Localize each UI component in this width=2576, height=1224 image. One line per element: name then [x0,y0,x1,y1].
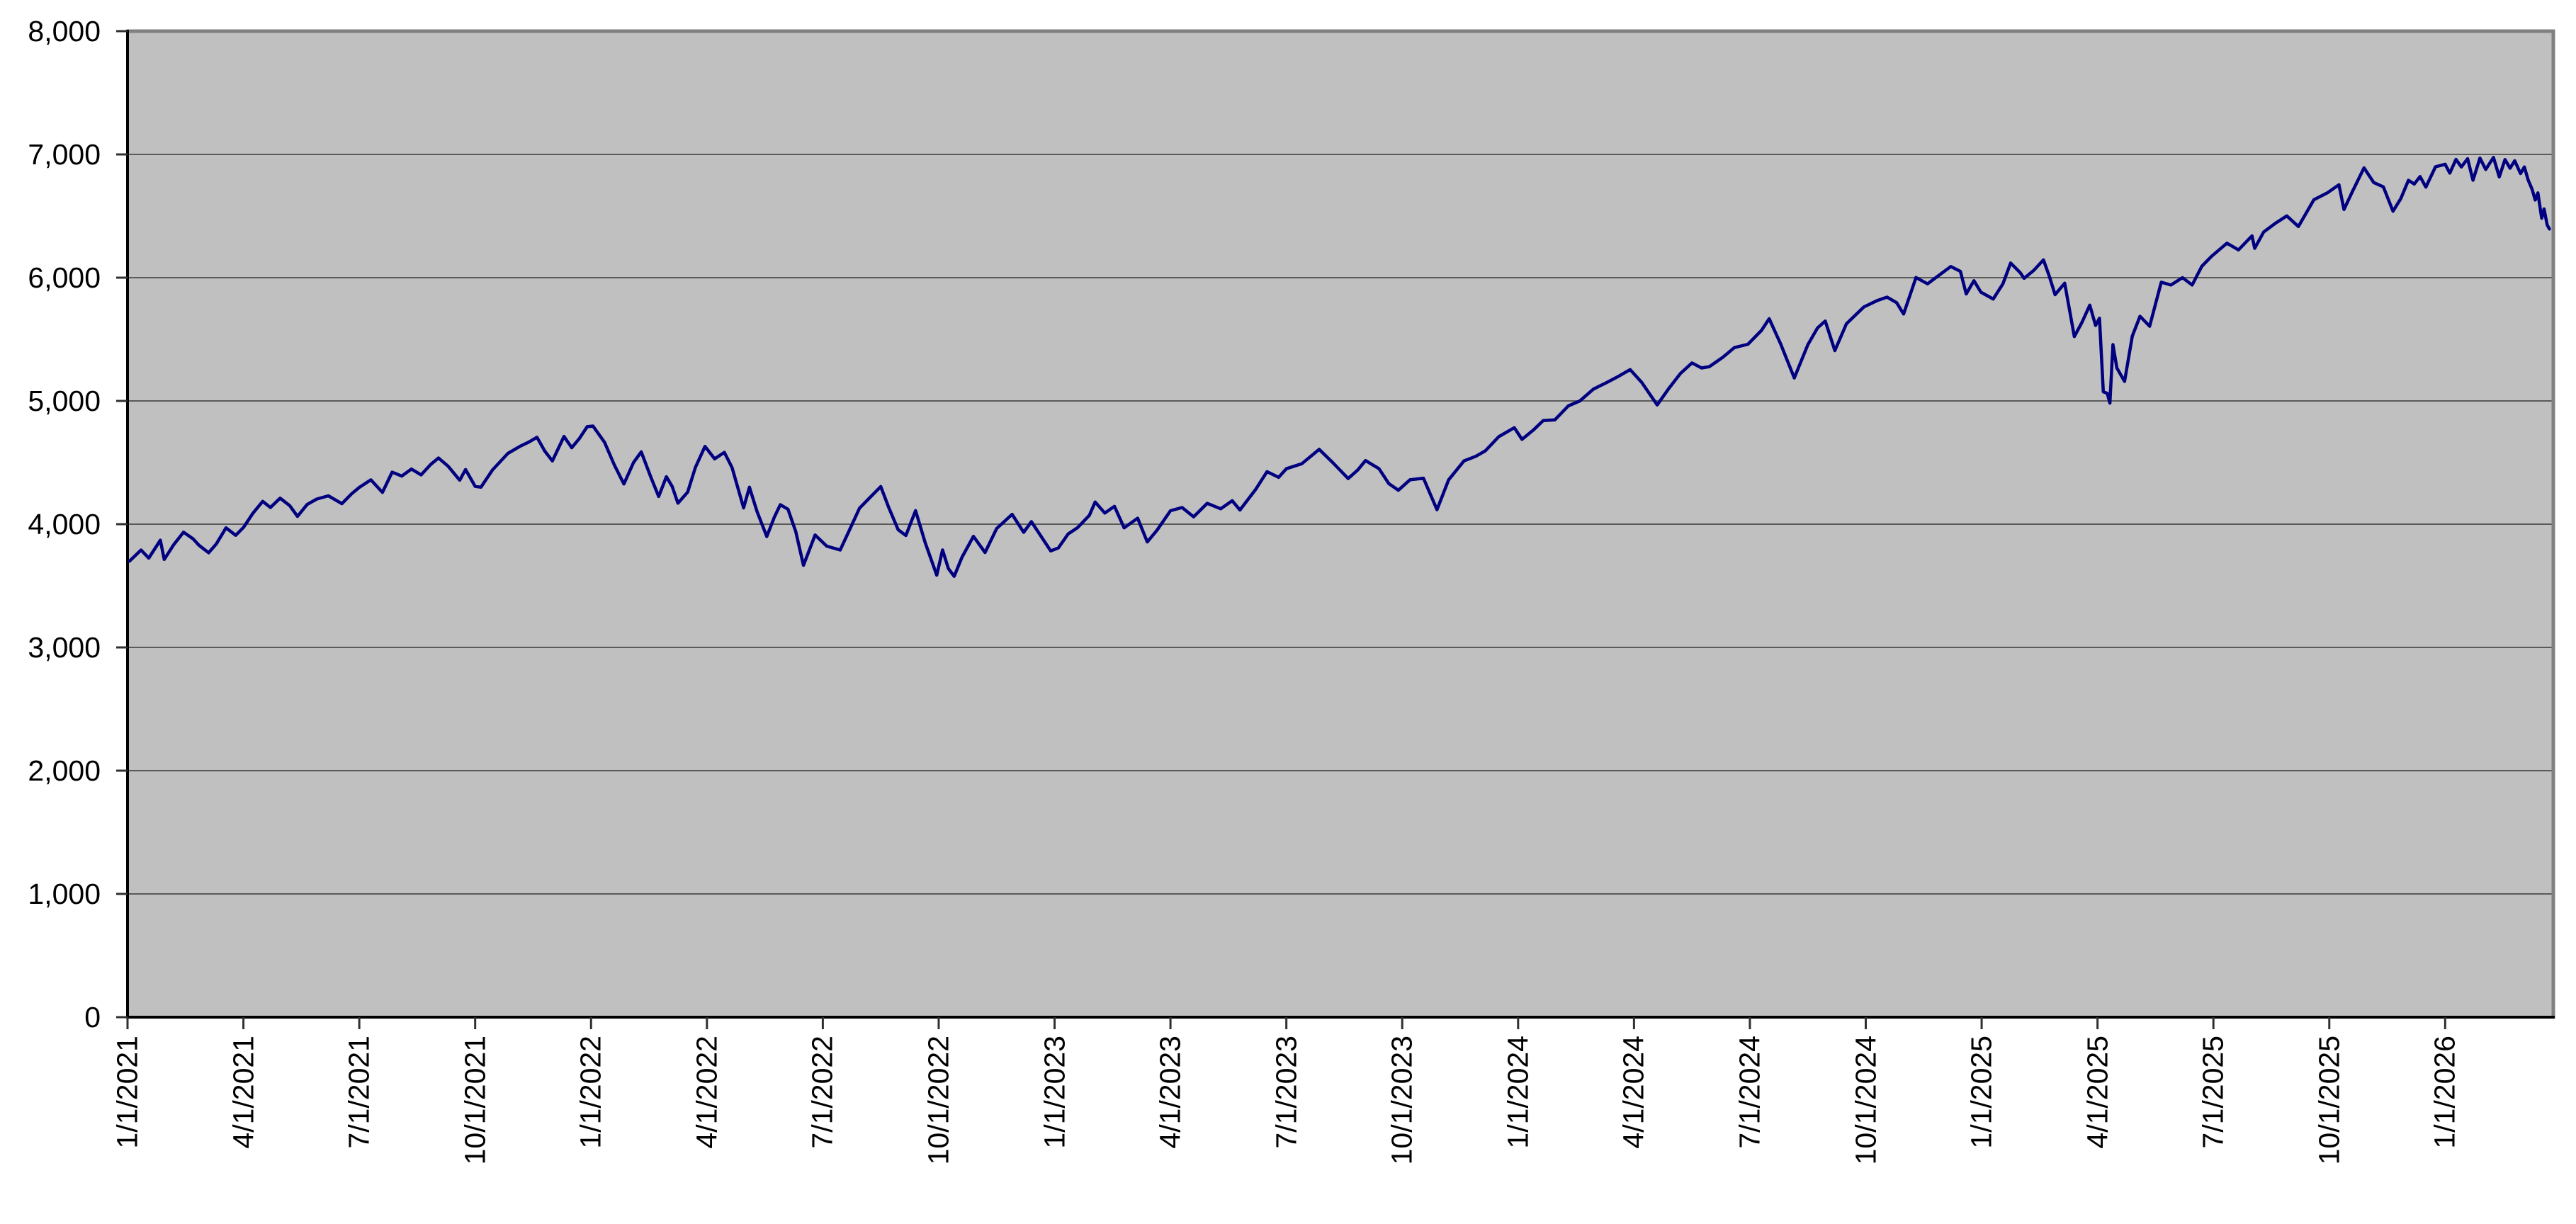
x-axis-label: 4/1/2022 [690,1036,723,1149]
x-axis-label: 4/1/2023 [1153,1036,1187,1149]
y-axis-label: 4,000 [28,508,101,540]
y-axis-label: 1,000 [28,878,101,910]
x-axis-label: 7/1/2025 [2196,1036,2230,1149]
x-axis-label: 1/1/2025 [1965,1036,1998,1149]
x-axis-label: 1/1/2023 [1038,1036,1071,1149]
x-axis-label: 1/1/2021 [111,1036,144,1149]
x-axis-label: 7/1/2024 [1733,1036,1766,1149]
x-axis-label: 10/1/2023 [1385,1036,1418,1165]
x-axis-label: 10/1/2021 [458,1036,492,1165]
x-axis-label: 4/1/2025 [2081,1036,2114,1149]
y-axis-label: 6,000 [28,261,101,294]
x-axis-label: 10/1/2025 [2312,1036,2346,1165]
x-axis-label: 7/1/2022 [806,1036,839,1149]
x-axis-label: 4/1/2024 [1617,1036,1650,1149]
price-line [128,156,2551,578]
x-axis-label: 10/1/2024 [1849,1036,1882,1165]
y-axis-label: 5,000 [28,385,101,417]
x-axis-label: 4/1/2021 [227,1036,260,1149]
y-axis-label: 3,000 [28,631,101,664]
x-axis-label: 1/1/2024 [1501,1036,1535,1149]
x-axis-label: 1/1/2022 [574,1036,607,1149]
x-axis-label: 1/1/2026 [2428,1036,2461,1149]
x-axis-label: 7/1/2021 [342,1036,375,1149]
y-axis-label: 2,000 [28,754,101,787]
y-axis-label: 8,000 [28,15,101,47]
x-axis-label: 10/1/2022 [922,1036,955,1165]
x-axis-label: 7/1/2023 [1270,1036,1303,1149]
y-axis-label: 0 [84,1001,101,1033]
y-axis-label: 7,000 [28,138,101,171]
